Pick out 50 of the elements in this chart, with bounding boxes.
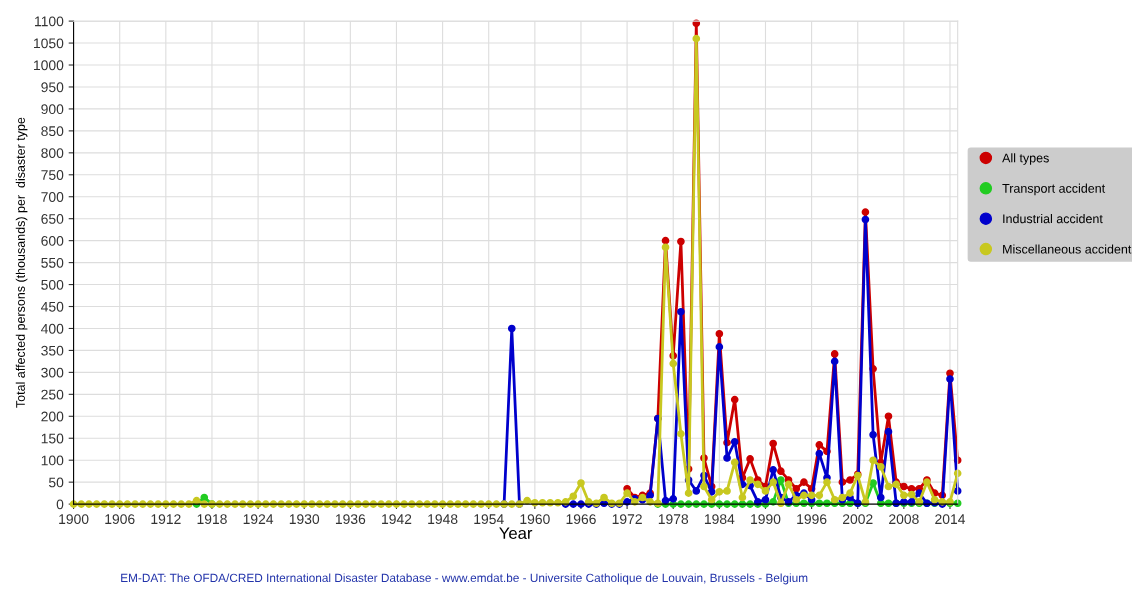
y-tick-label: 350 <box>41 345 64 356</box>
x-tick-label: 1900 <box>59 514 89 525</box>
y-tick-label: 750 <box>41 170 64 180</box>
y-tick-label: 850 <box>41 126 64 137</box>
legend-label: All types <box>1002 153 1049 165</box>
y-tick-label: 150 <box>41 433 64 444</box>
y-tick-label: 1000 <box>34 60 64 71</box>
y-tick-label: 50 <box>48 477 64 488</box>
y-tick-label: 950 <box>41 82 64 93</box>
y-tick-label: 600 <box>41 235 64 246</box>
text: EM-DAT: The OFDA/CRED International Disaster Database - www.emdat.be - Universite Catholique de Louvain, Brussels - Belgium <box>121 573 808 585</box>
x-tick-label: 1924 <box>243 514 274 525</box>
x-tick-label: 1942 <box>382 514 412 525</box>
x-tick-label: 1990 <box>751 514 781 525</box>
y-tick-label: 450 <box>41 301 64 312</box>
y-tick-label: 300 <box>41 367 64 378</box>
y-tick-label: 500 <box>41 279 64 290</box>
y-tick-label: 900 <box>41 104 64 115</box>
y-tick-label: 400 <box>41 323 64 334</box>
y-tick-label: 1050 <box>34 38 64 49</box>
x-tick-label: 1906 <box>105 514 135 525</box>
y-tick-label: 100 <box>41 455 64 466</box>
y-axis-title: Total affected persons (thousands) per disaster type <box>15 117 28 408</box>
y-tick-label: 800 <box>41 148 64 158</box>
legend-label: Industrial accident <box>1003 214 1103 224</box>
x-tick-label: 1966 <box>566 514 596 525</box>
x-tick-label: 1918 <box>197 514 227 525</box>
x-tick-label: 1984 <box>704 514 735 525</box>
x-tick-label: 1954 <box>474 514 504 525</box>
y-tick-label: 250 <box>41 389 64 400</box>
y-tick-label: 700 <box>41 192 64 202</box>
x-tick-label: 1930 <box>289 514 320 525</box>
x-tick-label: 1978 <box>658 514 689 525</box>
x-tick-label: 1996 <box>797 514 827 525</box>
x-tick-label: 2002 <box>842 514 873 525</box>
x-tick-label: 1972 <box>612 514 642 525</box>
legend-label: Transport accident <box>1002 183 1106 196</box>
x-tick-label: 1948 <box>428 514 458 525</box>
legend-label: Miscellaneous accident <box>1003 244 1132 254</box>
y-tick-label: 0 <box>56 499 64 510</box>
y-tick-label: 650 <box>41 214 64 224</box>
x-tick-label: 1912 <box>151 514 181 525</box>
x-tick-label: 2008 <box>889 514 919 525</box>
x-tick-label: 1936 <box>335 514 366 525</box>
x-tick-label: 1960 <box>520 514 550 525</box>
y-tick-label: 550 <box>41 257 64 268</box>
x-axis-title: Year <box>499 527 533 540</box>
x-tick-label: 2014 <box>935 514 966 525</box>
y-tick-label: 200 <box>41 411 64 422</box>
y-tick-label: 1100 <box>35 16 64 27</box>
